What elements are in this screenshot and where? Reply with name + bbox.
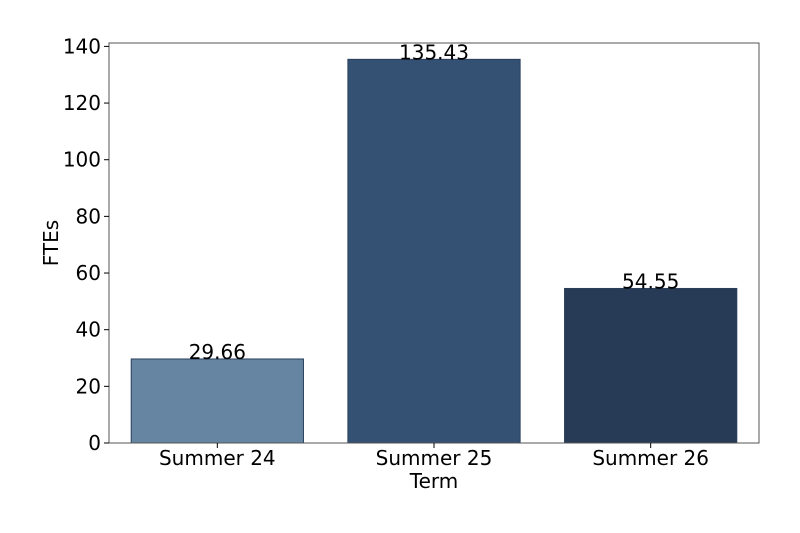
x-tick-label: Summer 24 <box>159 446 276 470</box>
x-axis-title: Term <box>409 469 458 493</box>
y-tick-label: 60 <box>76 261 101 285</box>
bar-summer-25 <box>347 58 521 444</box>
y-axis: 0 20 40 60 80 100 120 140 <box>63 34 109 455</box>
y-tick-label: 20 <box>76 374 101 398</box>
y-axis-title: FTEs <box>39 220 63 266</box>
data-labels: 29.66 135.43 54.55 <box>189 40 680 364</box>
y-tick-label: 100 <box>63 148 101 172</box>
bars-layer <box>130 58 738 444</box>
x-tick-label: Summer 26 <box>592 446 709 470</box>
data-label: 29.66 <box>189 340 246 364</box>
y-tick-label: 140 <box>63 34 101 58</box>
y-tick-label: 40 <box>76 318 101 342</box>
y-tick-label: 120 <box>63 91 101 115</box>
x-axis: Summer 24 Summer 25 Summer 26 <box>159 443 709 470</box>
bar-summer-24 <box>130 358 304 444</box>
data-label: 54.55 <box>622 269 679 293</box>
y-tick-label: 0 <box>88 431 101 455</box>
data-label: 135.43 <box>399 40 469 64</box>
x-tick-label: Summer 25 <box>376 446 493 470</box>
bar-summer-26 <box>564 287 738 444</box>
y-tick-label: 80 <box>76 204 101 228</box>
